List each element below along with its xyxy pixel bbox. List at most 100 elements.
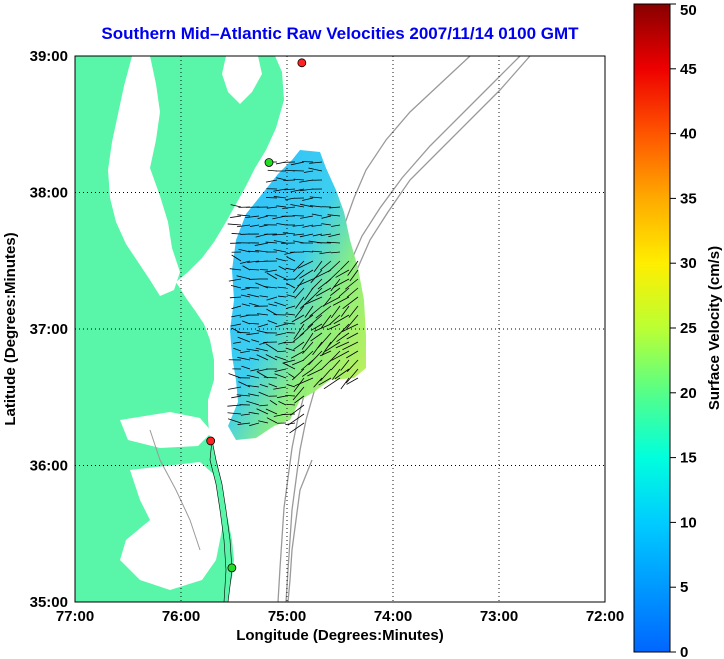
isobath-5: [149, 429, 201, 551]
velocity-vector: [315, 287, 332, 297]
x-axis-label: Longitude (Degrees:Minutes): [236, 627, 444, 644]
velocity-vector: [290, 161, 305, 166]
velocity-vector: [301, 332, 314, 350]
velocity-vector: [346, 314, 359, 329]
velocity-vector: [256, 368, 269, 372]
velocity-vector: [299, 323, 314, 337]
colorbar-ticks: 0 5 10 15 20 25 30 35 40 45 50: [670, 2, 697, 659]
velocity-vector: [247, 293, 260, 298]
velocity-vector: [329, 287, 341, 296]
velocity-vector: [265, 197, 278, 199]
velocity-vector: [259, 224, 269, 228]
velocity-vector: [231, 305, 242, 310]
velocity-vector: [278, 265, 287, 271]
velocity-vector: [276, 205, 287, 208]
velocity-vector: [346, 287, 359, 298]
velocity-vector: [273, 240, 287, 244]
velocity-vector: [313, 269, 332, 280]
latitude-ticks: 39:00 38:00 37:00 36:00 35:00: [30, 48, 68, 611]
velocity-vector: [230, 204, 242, 208]
velocity-vector: [292, 368, 305, 381]
velocity-vector: [292, 224, 305, 227]
velocity-vector: [246, 374, 260, 379]
velocity-vector: [228, 386, 242, 390]
velocity-vector: [233, 347, 242, 352]
velocity-vector: [283, 341, 296, 344]
velocity-vector: [326, 241, 341, 244]
velocity-vector: [277, 295, 287, 298]
velocity-vector: [302, 350, 314, 361]
colorbar-tick-label: 15: [680, 450, 697, 467]
velocity-vector: [346, 377, 359, 385]
velocity-vector: [241, 303, 251, 307]
velocity-vector: [324, 341, 341, 352]
velocity-vector: [320, 368, 332, 382]
velocity-vector: [285, 394, 296, 397]
velocity-vector: [264, 269, 278, 273]
velocity-vector: [297, 260, 314, 269]
velocity-vector: [258, 420, 269, 424]
velocity-vector: [237, 214, 251, 217]
velocity-vector: [321, 215, 332, 219]
velocity-vector: [346, 332, 359, 340]
velocity-vector: [288, 373, 296, 379]
velocity-vector: [229, 296, 242, 299]
velocity-vector: [340, 377, 350, 390]
velocity-vector: [273, 249, 287, 253]
velocity-vector: [242, 320, 251, 325]
velocity-vector: [240, 413, 251, 416]
velocity-vector: [241, 365, 251, 370]
velocity-vector: [277, 286, 287, 289]
longitude-ticks: 77:00 76:00 75:00 74:00 73:00 72:00: [56, 608, 624, 625]
velocity-vector: [291, 314, 305, 323]
velocity-vector: [255, 347, 269, 352]
velocity-vector: [259, 404, 269, 407]
velocity-vector: [284, 188, 296, 191]
barrier-islands: [209, 439, 233, 602]
velocity-vector: [265, 408, 278, 415]
velocity-vector: [290, 188, 305, 193]
velocity-vector: [287, 384, 296, 388]
velocity-vector: [342, 296, 359, 309]
velocity-vector: [247, 385, 260, 388]
velocity-vector: [263, 286, 278, 289]
velocity-vector: [312, 341, 323, 356]
colorbar-tick-label: 10: [680, 514, 697, 531]
velocity-vector: [282, 362, 296, 370]
velocity-vector: [327, 214, 341, 217]
velocity-vector: [282, 359, 296, 364]
velocity-vector: [338, 323, 350, 336]
velocity-vector: [290, 404, 305, 416]
velocity-vector: [228, 278, 242, 282]
velocity-vector: [311, 278, 323, 290]
velocity-vector: [322, 296, 341, 307]
velocity-vector: [240, 294, 251, 298]
chesapeake-bay: [108, 56, 180, 296]
velocity-vector: [232, 341, 242, 344]
velocity-vector: [311, 224, 323, 227]
velocity-vector: [259, 383, 269, 388]
velocity-vector: [313, 377, 323, 388]
velocity-vector: [303, 250, 314, 253]
latitude-tick-label: 39:00: [30, 48, 68, 65]
velocity-vector: [335, 269, 350, 278]
velocity-vector: [302, 197, 314, 201]
velocity-vector: [274, 368, 287, 372]
velocity-vector: [275, 332, 287, 336]
velocity-vector: [318, 377, 332, 386]
velocity-vector: [304, 287, 314, 301]
velocity-vector: [263, 376, 278, 379]
colorbar-tick-label: 5: [680, 579, 688, 596]
velocity-vector: [246, 400, 260, 406]
velocity-vector: [248, 393, 260, 397]
velocity-vector: [330, 278, 341, 292]
velocity-vector: [265, 354, 278, 361]
velocity-vector: [308, 350, 323, 366]
velocity-vector: [309, 205, 323, 208]
velocity-vector: [335, 341, 350, 349]
velocity-vector: [275, 258, 287, 262]
velocity-vector: [345, 368, 359, 384]
velocity-vector: [256, 354, 269, 361]
velocity-vector: [332, 296, 350, 306]
velocity-vector: [249, 422, 260, 427]
